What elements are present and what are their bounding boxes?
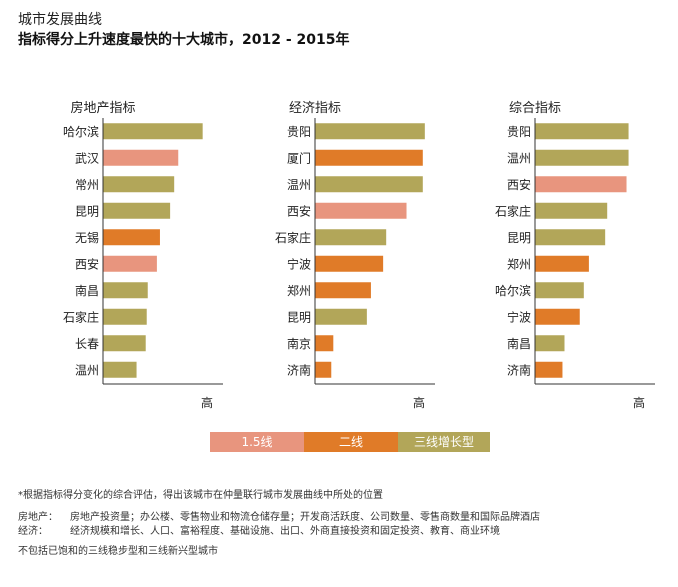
legend-item-tier2: 二线 [304, 432, 398, 452]
bar [103, 308, 147, 325]
bar [535, 229, 606, 246]
bar [103, 202, 171, 219]
bar [103, 229, 160, 246]
footnote-note: *根据指标得分变化的综合评估，得出该城市在仲量联行城市发展曲线中所处的位置 [18, 490, 383, 501]
panel-title: 房地产指标 [70, 100, 135, 116]
axis-high-label: 高 [633, 395, 645, 410]
bar [103, 255, 157, 272]
chart-title: 城市发展曲线 [18, 12, 102, 28]
legend: 1.5线 二线 三线增长型 [210, 432, 490, 452]
bar [535, 308, 580, 325]
bar [535, 282, 584, 299]
bar [315, 282, 371, 299]
category-label: 郑州 [287, 283, 311, 298]
definition-text: 经济规模和增长、人口、富裕程度、基础设施、出口、外商直接投资和固定投资、教育、商… [70, 526, 500, 537]
bar [535, 149, 629, 166]
bar [103, 335, 146, 352]
bar [535, 202, 608, 219]
definition-term: 经济： [18, 526, 48, 537]
bar [315, 335, 334, 352]
category-label: 常州 [75, 178, 99, 192]
category-label: 昆明 [507, 231, 531, 245]
category-label: 贵阳 [287, 125, 311, 139]
category-label: 济南 [507, 362, 531, 377]
axis-high-label: 高 [413, 395, 425, 410]
category-label: 石家庄 [275, 230, 311, 245]
category-label: 武汉 [75, 151, 99, 165]
bar [535, 176, 627, 193]
definition-term: 房地产： [18, 512, 58, 523]
bar [315, 202, 407, 219]
chart-canvas: 房地产指标哈尔滨武汉常州昆明无锡西安南昌石家庄长春温州高经济指标贵阳厦门温州西安… [63, 100, 655, 410]
category-label: 宁波 [507, 309, 531, 324]
category-label: 西安 [287, 203, 311, 218]
category-label: 昆明 [287, 310, 311, 324]
category-label: 南昌 [75, 283, 99, 298]
bar [535, 123, 629, 140]
definition-real-estate: 房地产： 房地产投资量；办公楼、零售物业和物流仓储存量；开发商活跃度、公司数量、… [18, 511, 540, 525]
bar [535, 361, 563, 378]
title-block: 城市发展曲线 指标得分上升速度最快的十大城市，2012 - 2015年 [18, 10, 350, 50]
category-label: 西安 [507, 177, 531, 192]
category-label: 石家庄 [63, 309, 99, 324]
bar [315, 229, 387, 246]
bar [315, 361, 332, 378]
panel-title: 综合指标 [509, 101, 561, 116]
legend-item-tier3: 三线增长型 [398, 432, 490, 452]
category-label: 哈尔滨 [63, 124, 99, 139]
category-label: 长春 [75, 337, 99, 351]
definition-text: 房地产投资量；办公楼、零售物业和物流仓储存量；开发商活跃度、公司数量、零售商数量… [70, 512, 540, 523]
category-label: 石家庄 [495, 203, 531, 218]
panel-title: 经济指标 [289, 101, 341, 116]
category-label: 无锡 [75, 230, 99, 245]
category-label: 南昌 [507, 336, 531, 351]
bar [315, 149, 423, 166]
category-label: 厦门 [287, 150, 311, 165]
category-label: 宁波 [287, 256, 311, 271]
category-label: 温州 [507, 151, 531, 165]
category-label: 贵阳 [507, 125, 531, 139]
category-label: 郑州 [507, 256, 531, 271]
bar [103, 149, 179, 166]
category-label: 温州 [75, 363, 99, 377]
footnote-exclusion: 不包括已饱和的三线稳步型和三线新兴型城市 [18, 546, 218, 557]
category-label: 温州 [287, 178, 311, 192]
bar [103, 361, 137, 378]
bar [103, 282, 148, 299]
category-label: 哈尔滨 [495, 283, 531, 298]
chart-subtitle: 指标得分上升速度最快的十大城市，2012 - 2015年 [18, 32, 350, 48]
definition-economy: 经济： 经济规模和增长、人口、富裕程度、基础设施、出口、外商直接投资和固定投资、… [18, 525, 540, 539]
bar [103, 123, 203, 140]
bar [535, 255, 589, 272]
category-label: 南京 [287, 336, 311, 351]
bar [315, 123, 425, 140]
bar [103, 176, 175, 193]
category-label: 济南 [287, 362, 311, 377]
category-label: 昆明 [75, 204, 99, 218]
footnotes: *根据指标得分变化的综合评估，得出该城市在仲量联行城市发展曲线中所处的位置 房地… [18, 489, 540, 559]
axis-high-label: 高 [201, 395, 213, 410]
bar [535, 335, 565, 352]
bar [315, 255, 384, 272]
category-label: 西安 [75, 256, 99, 271]
legend-item-tier1-5: 1.5线 [210, 432, 304, 452]
bar [315, 308, 367, 325]
bar [315, 176, 423, 193]
